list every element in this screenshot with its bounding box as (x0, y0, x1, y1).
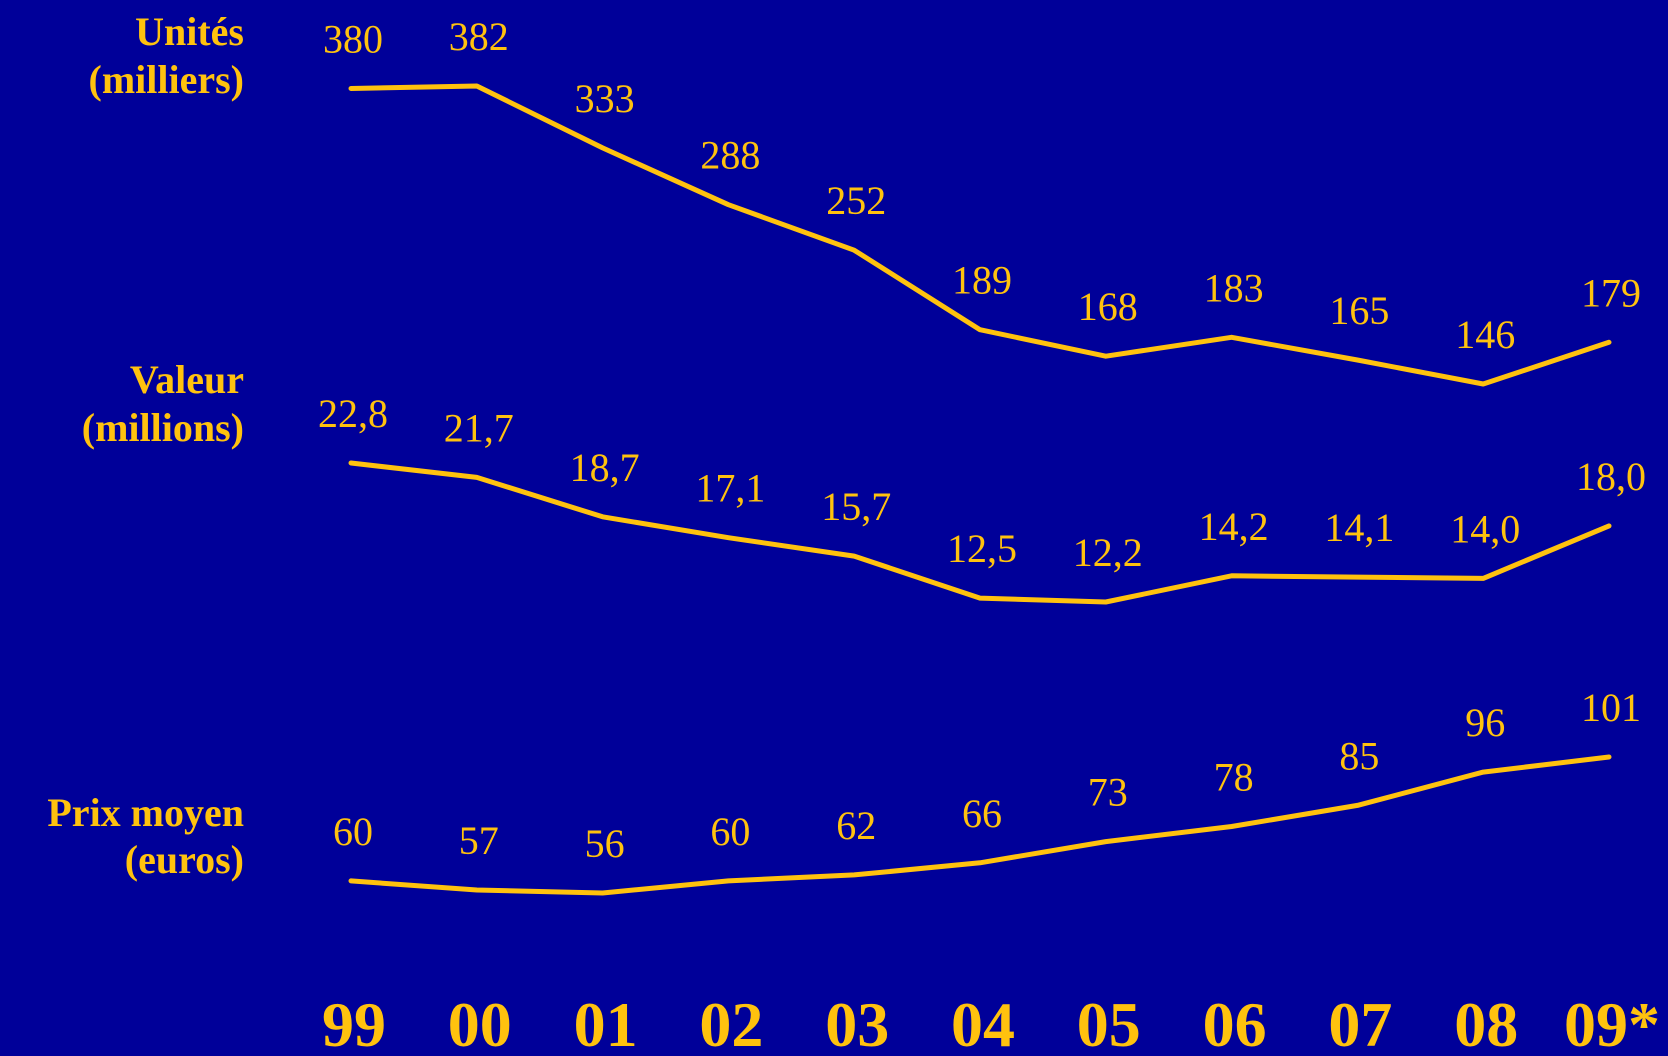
data-label: 183 (1204, 265, 1264, 310)
x-tick-label: 06 (1203, 989, 1267, 1056)
data-label: 18,7 (570, 445, 640, 490)
data-label: 78 (1214, 755, 1254, 800)
data-label: 168 (1078, 284, 1138, 329)
series-label-line: Valeur (130, 357, 244, 402)
data-label: 60 (710, 809, 750, 854)
x-tick-label: 99 (322, 989, 386, 1056)
data-label: 21,7 (444, 405, 514, 450)
series-label-3: Prix moyen (euros) (47, 790, 244, 882)
series-label-1: Unités (milliers) (89, 9, 245, 102)
data-label: 179 (1581, 270, 1641, 315)
data-label: 96 (1465, 700, 1505, 745)
data-label: 56 (585, 821, 625, 866)
series-label-line: Prix moyen (47, 790, 244, 835)
series-label-2: Valeur (millions) (82, 357, 244, 450)
x-tick-label: 05 (1077, 989, 1141, 1056)
data-label: 12,2 (1073, 530, 1143, 575)
data-label: 146 (1455, 312, 1515, 357)
data-label: 15,7 (821, 484, 891, 529)
data-label: 380 (323, 17, 383, 62)
data-label: 189 (952, 258, 1012, 303)
data-label: 14,2 (1199, 504, 1269, 549)
data-label: 18,0 (1576, 454, 1646, 499)
data-label: 333 (575, 76, 635, 121)
data-label: 14,0 (1450, 506, 1520, 551)
series-line-1 (348, 83, 1612, 387)
series-label-line: (milliers) (89, 57, 245, 102)
x-tick-label: 08 (1454, 989, 1518, 1056)
x-tick-label: 00 (448, 989, 512, 1056)
series-label-line: Unités (135, 9, 244, 54)
series-label-line: (millions) (82, 405, 244, 450)
x-tick-label: 07 (1328, 989, 1392, 1056)
x-tick-label: 09* (1564, 989, 1660, 1056)
data-label: 101 (1581, 685, 1641, 730)
series-line-3 (348, 754, 1612, 896)
data-label: 85 (1339, 733, 1379, 778)
x-tick-label: 02 (699, 989, 763, 1056)
data-label: 288 (700, 133, 760, 178)
data-label: 60 (333, 809, 373, 854)
data-label: 252 (826, 178, 886, 223)
series-line-2 (348, 460, 1612, 605)
data-label: 17,1 (695, 466, 765, 511)
data-label: 22,8 (318, 391, 388, 436)
data-label: 14,1 (1324, 505, 1394, 550)
data-label: 57 (459, 818, 499, 863)
data-label: 165 (1329, 288, 1389, 333)
x-tick-label: 01 (574, 989, 638, 1056)
series-label-line: (euros) (125, 837, 244, 882)
data-label: 73 (1088, 770, 1128, 815)
data-label: 382 (449, 14, 509, 59)
data-label: 12,5 (947, 526, 1017, 571)
data-label: 62 (836, 803, 876, 848)
data-label: 66 (962, 791, 1002, 836)
x-tick-label: 04 (951, 989, 1015, 1056)
x-tick-label: 03 (825, 989, 889, 1056)
